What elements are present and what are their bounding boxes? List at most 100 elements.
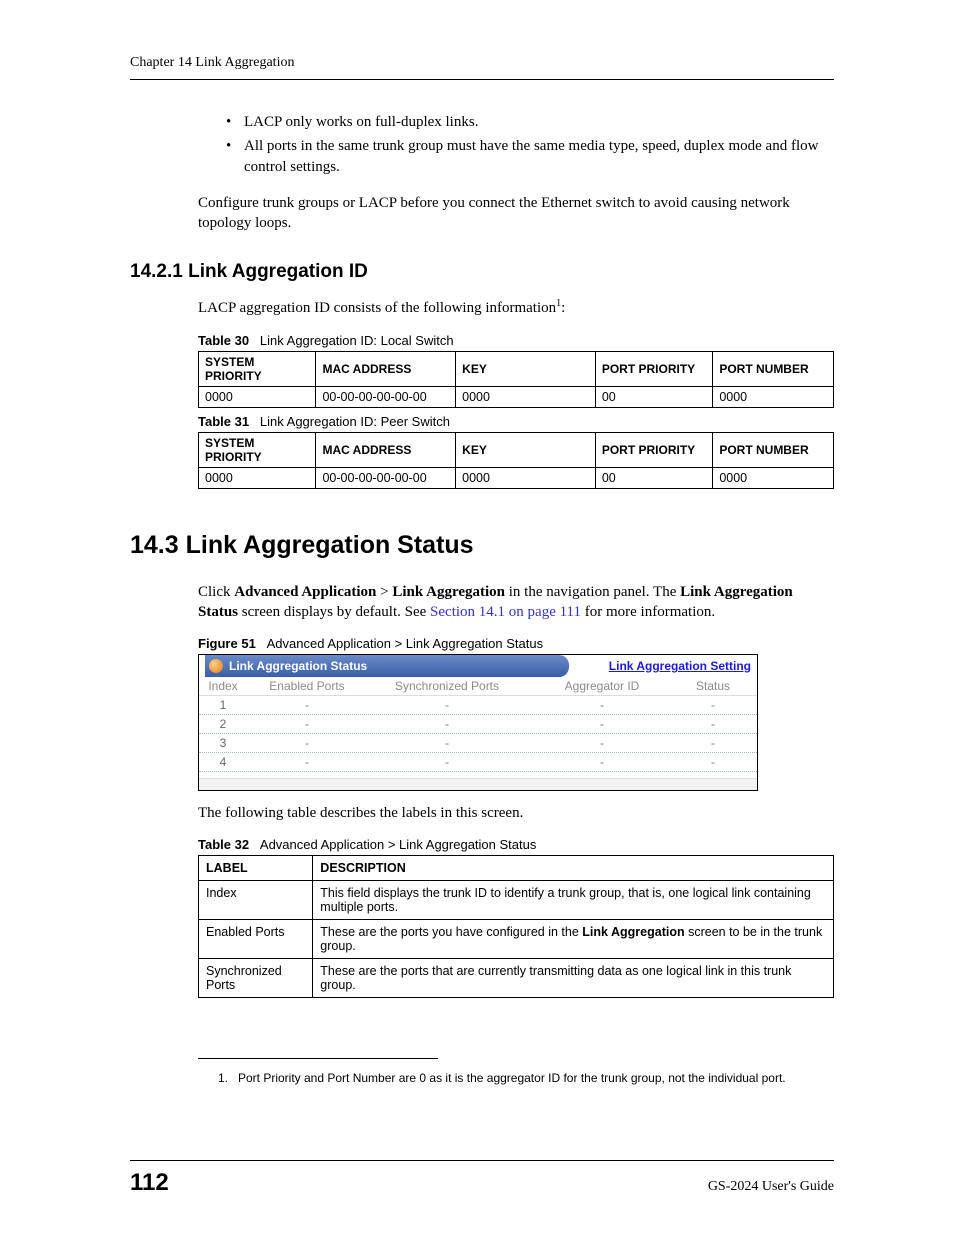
table-cell: These are the ports you have configured … — [313, 920, 834, 959]
table-cell: 0000 — [456, 386, 596, 407]
table-row: SYSTEM PRIORITY MAC ADDRESS KEY PORT PRI… — [199, 432, 834, 467]
section-14-2-1-heading: 14.2.1 Link Aggregation ID — [130, 261, 834, 283]
footnote-number: 1. — [218, 1071, 238, 1087]
text-bold: Advanced Application — [234, 584, 376, 600]
table-cell: These are the ports that are currently t… — [313, 959, 834, 998]
table-30-label: Table 30 — [198, 333, 249, 348]
table-cell: 0000 — [713, 386, 834, 407]
figure-cell: - — [367, 755, 527, 769]
section-14-3-heading: 14.3 Link Aggregation Status — [130, 531, 834, 560]
table-row: SYSTEM PRIORITY MAC ADDRESS KEY PORT PRI… — [199, 351, 834, 386]
footer-rule — [130, 1160, 834, 1161]
page-number: 112 — [130, 1169, 169, 1197]
table-cell: 0000 — [456, 467, 596, 488]
table-header: MAC ADDRESS — [316, 432, 456, 467]
table-cell: Enabled Ports — [199, 920, 313, 959]
table-32-label: Table 32 — [198, 837, 249, 852]
table-32-title: Advanced Application > Link Aggregation … — [260, 837, 536, 852]
bullet-item: LACP only works on full-duplex links. — [226, 112, 834, 132]
text-bold: Link Aggregation — [392, 584, 505, 600]
table-header: PORT NUMBER — [713, 432, 834, 467]
figure-col-aggregator-id: Aggregator ID — [527, 679, 677, 693]
figure-cell: 1 — [199, 698, 247, 712]
figure-data-row: 1 - - - - — [199, 696, 757, 715]
figure-data-row: 3 - - - - — [199, 734, 757, 753]
table-header: PORT PRIORITY — [595, 432, 712, 467]
table-30: SYSTEM PRIORITY MAC ADDRESS KEY PORT PRI… — [198, 351, 834, 408]
figure-cell: 3 — [199, 736, 247, 750]
figure-col-status: Status — [677, 679, 749, 693]
table-cell: 00-00-00-00-00-00 — [316, 386, 456, 407]
table-cell: Synchronized Ports — [199, 959, 313, 998]
table-cell: 0000 — [199, 467, 316, 488]
table-cell: 00-00-00-00-00-00 — [316, 467, 456, 488]
figure-col-sync-ports: Synchronized Ports — [367, 679, 527, 693]
figure-footer-bar — [199, 778, 757, 790]
table-row: 0000 00-00-00-00-00-00 0000 00 0000 — [199, 386, 834, 407]
figure-cell: - — [677, 736, 749, 750]
figure-col-enabled-ports: Enabled Ports — [247, 679, 367, 693]
bullet-item: All ports in the same trunk group must h… — [226, 136, 834, 177]
text-segment: for more information. — [581, 604, 715, 620]
figure-cell: - — [527, 736, 677, 750]
figure-col-index: Index — [199, 679, 247, 693]
table-row: Index This field displays the trunk ID t… — [199, 881, 834, 920]
table-cell: 0000 — [713, 467, 834, 488]
text-segment: in the navigation panel. The — [505, 584, 680, 600]
figure-cell: 2 — [199, 717, 247, 731]
table-header: PORT NUMBER — [713, 351, 834, 386]
table-31-label: Table 31 — [198, 414, 249, 429]
table-30-caption: Table 30 Link Aggregation ID: Local Swit… — [198, 333, 834, 348]
figure-header-row: Index Enabled Ports Synchronized Ports A… — [199, 677, 757, 696]
table-cell: This field displays the trunk ID to iden… — [313, 881, 834, 920]
page-footer: 112 GS-2024 User's Guide — [130, 1160, 834, 1197]
text-segment: screen displays by default. See — [238, 604, 430, 620]
link-aggregation-setting-link[interactable]: Link Aggregation Setting — [609, 659, 751, 673]
figure-cell: - — [247, 736, 367, 750]
table-row: LABEL DESCRIPTION — [199, 856, 834, 881]
lead-text-before: LACP aggregation ID consists of the foll… — [198, 300, 556, 316]
figure-cell: - — [527, 717, 677, 731]
figure-cell: - — [527, 755, 677, 769]
figure-data-row: 2 - - - - — [199, 715, 757, 734]
table-row: Synchronized Ports These are the ports t… — [199, 959, 834, 998]
table-header: PORT PRIORITY — [595, 351, 712, 386]
guide-name: GS-2024 User's Guide — [708, 1179, 834, 1195]
cross-reference-link[interactable]: Section 14.1 on page 111 — [430, 604, 581, 620]
figure-title-text: Link Aggregation Status — [229, 659, 367, 673]
table-cell: 00 — [595, 467, 712, 488]
table-30-title: Link Aggregation ID: Local Switch — [260, 333, 454, 348]
table-header: KEY — [456, 351, 596, 386]
table-header: KEY — [456, 432, 596, 467]
table-header: LABEL — [199, 856, 313, 881]
lead-text-after: : — [561, 300, 565, 316]
figure-data-row: 4 - - - - — [199, 753, 757, 772]
figure-cell: - — [367, 698, 527, 712]
figure-51-title: Advanced Application > Link Aggregation … — [267, 636, 543, 651]
figure-title-left: Link Aggregation Status — [205, 655, 569, 677]
text-segment: These are the ports you have configured … — [320, 925, 582, 939]
orb-icon — [209, 659, 223, 673]
text-bold: Link Aggregation — [582, 925, 684, 939]
figure-cell: - — [247, 717, 367, 731]
table-31-title: Link Aggregation ID: Peer Switch — [260, 414, 450, 429]
figure-cell: - — [367, 736, 527, 750]
table-31-caption: Table 31 Link Aggregation ID: Peer Switc… — [198, 414, 834, 429]
figure-cell: - — [247, 755, 367, 769]
figure-cell: - — [527, 698, 677, 712]
table-cell: 00 — [595, 386, 712, 407]
figure-51-caption: Figure 51 Advanced Application > Link Ag… — [198, 636, 834, 651]
figure-cell: - — [677, 717, 749, 731]
header-rule — [130, 79, 834, 80]
post-figure-text: The following table describes the labels… — [198, 803, 834, 823]
text-segment: Click — [198, 584, 234, 600]
figure-51-screenshot: Link Aggregation Status Link Aggregation… — [198, 654, 758, 791]
figure-cell: - — [367, 717, 527, 731]
figure-cell: - — [677, 698, 749, 712]
table-32-caption: Table 32 Advanced Application > Link Agg… — [198, 837, 834, 852]
table-header: DESCRIPTION — [313, 856, 834, 881]
text-segment: > — [376, 584, 392, 600]
table-header: SYSTEM PRIORITY — [199, 432, 316, 467]
table-31: SYSTEM PRIORITY MAC ADDRESS KEY PORT PRI… — [198, 432, 834, 489]
chapter-header: Chapter 14 Link Aggregation — [130, 55, 834, 71]
